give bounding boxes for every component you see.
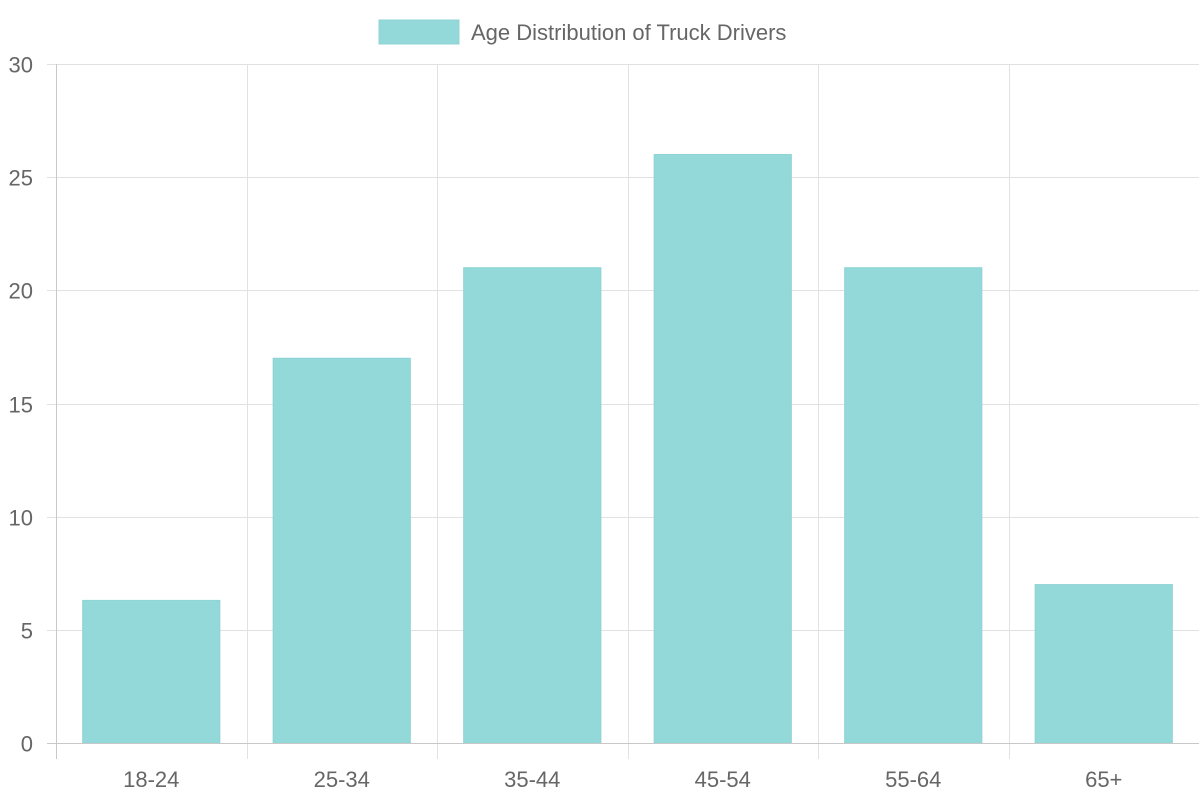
y-tick-label: 20 (9, 279, 33, 304)
y-tick-label: 10 (9, 506, 33, 531)
y-tick-label: 30 (9, 53, 33, 78)
y-tick-label: 15 (9, 393, 33, 418)
x-tick-label: 35-44 (504, 767, 560, 792)
y-axis-tick-labels: 0 5 10 15 20 25 30 (9, 53, 33, 757)
x-tick-label: 25-34 (314, 767, 370, 792)
y-tick-label: 5 (21, 619, 33, 644)
x-tick-label: 65+ (1085, 767, 1122, 792)
legend-label[interactable]: Age Distribution of Truck Drivers (471, 20, 786, 45)
x-tick-label: 55-64 (885, 767, 941, 792)
axes (47, 64, 1199, 759)
y-tick-label: 25 (9, 166, 33, 191)
x-tick-label: 18-24 (123, 767, 179, 792)
bar-25-34[interactable] (272, 357, 411, 744)
grid-lines (47, 64, 1199, 759)
bar-45-54[interactable] (653, 154, 792, 744)
bars (82, 154, 1173, 744)
x-axis-tick-labels: 18-24 25-34 35-44 45-54 55-64 65+ (123, 767, 1122, 792)
x-tick-label: 45-54 (695, 767, 751, 792)
bar-35-44[interactable] (463, 267, 602, 744)
y-tick-label: 0 (21, 732, 33, 757)
bar-18-24[interactable] (82, 599, 221, 744)
bar-55-64[interactable] (844, 267, 983, 744)
legend[interactable]: Age Distribution of Truck Drivers (378, 19, 786, 45)
legend-swatch[interactable] (378, 19, 460, 45)
bar-65+[interactable] (1034, 584, 1173, 744)
